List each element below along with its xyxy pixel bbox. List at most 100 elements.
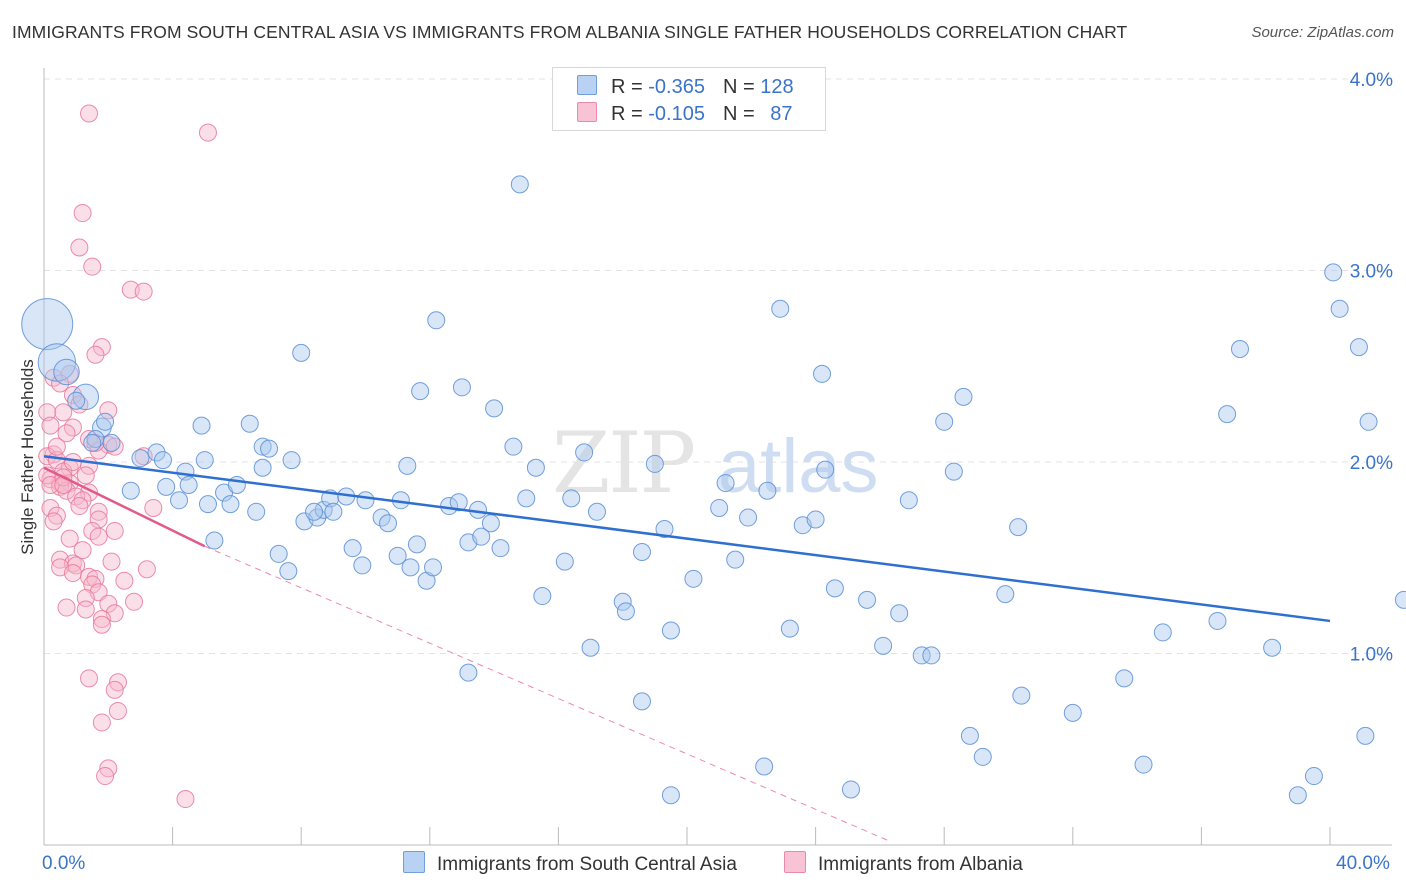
albania-point [108,701,127,720]
albania-point [105,680,124,699]
south-central-asia-point [922,646,941,665]
south-central-asia-point [131,449,150,468]
south-central-asia-point [1330,299,1349,318]
south-central-asia-point [1009,518,1028,537]
south-central-asia-point [67,391,86,410]
albania-point [57,598,76,617]
south-central-asia-point [72,383,100,411]
south-central-asia-point [308,508,327,527]
albania-point [198,123,217,142]
legend-n-value: 128 [760,76,794,98]
albania-points [38,104,217,809]
south-central-asia-point [825,579,844,598]
albania-point [76,600,95,619]
series-swatch-blue [403,851,425,873]
albania-point [86,569,105,588]
south-central-asia-point [1208,611,1227,630]
albania-point [70,497,89,516]
south-central-asia-point [510,175,529,194]
south-central-asia-point [221,495,240,514]
south-central-asia-point [1288,786,1307,805]
south-central-asia-point [1359,412,1378,431]
south-central-asia-point [388,546,407,565]
south-central-asia-point [1349,338,1368,357]
south-central-asia-point [613,592,632,611]
south-central-asia-point [661,786,680,805]
albania-point [63,564,82,583]
chart-title: IMMIGRANTS FROM SOUTH CENTRAL ASIA VS IM… [12,22,1128,42]
south-central-asia-point [587,502,606,521]
south-central-asia-point [1115,669,1134,688]
south-central-asia-point [526,458,545,477]
south-central-asia-point [575,443,594,462]
south-central-asia-point [198,495,217,514]
south-central-asia-point [912,646,931,665]
south-central-asia-point [192,416,211,435]
south-central-asia-point [147,443,166,462]
south-central-asia-point [279,562,298,581]
south-central-asia-point [899,491,918,510]
trend-lines [43,455,1331,842]
south-central-asia-point [758,481,777,500]
south-central-asia-point [739,508,758,527]
albania-point [80,669,99,688]
albania-point [44,512,63,531]
albania-point [54,403,73,422]
south-central-asia-point [170,491,189,510]
albania-point [92,338,111,357]
albania-point [60,529,79,548]
watermark-atlas: atlas [718,424,879,509]
south-central-asia-point [562,489,581,508]
legend-row-blue: R = -0.365 N = 128 [577,75,794,99]
south-central-asia-point [407,535,426,554]
legend-swatch-pink [577,102,597,122]
legend-r-label: R = [611,103,649,125]
south-central-asia-point [398,456,417,475]
y-tick-label: 3.0% [1350,262,1393,283]
south-central-asia-point [1324,263,1343,282]
albania-point [57,481,76,500]
watermark-zip: ZIP [552,414,694,512]
albania-point [92,610,111,629]
south-central-asia-point [996,585,1015,604]
legend-n-label: N = [722,103,761,125]
y-tick-label: 2.0% [1350,453,1393,474]
albania-point [86,345,105,364]
south-central-asia-point [449,493,468,512]
south-central-asia-point [960,726,979,745]
south-central-asia-point [504,437,523,456]
series-swatch-pink [784,851,806,873]
south-central-asia-point [806,510,825,529]
south-central-asia-point [710,498,729,517]
south-central-asia-point [716,474,735,493]
south-central-asia-point [1394,590,1406,609]
south-central-asia-point [517,489,536,508]
south-central-asia-point [581,638,600,657]
south-central-asia-point [353,556,372,575]
south-central-asia-point [816,460,835,479]
legend-row-pink: R = -0.105 N = 87 [577,102,792,126]
south-central-asia-trend-line [43,455,1331,623]
south-central-asia-point [452,378,471,397]
south-central-asia-point [655,520,674,539]
south-central-asia-point [1153,623,1172,642]
series-label-blue: Immigrants from South Central Asia [437,854,737,875]
south-central-asia-point [253,458,272,477]
south-central-asia-point [205,531,224,550]
albania-point [47,437,66,456]
south-central-asia-point [83,433,102,452]
south-central-asia-point [1356,726,1375,745]
albania-point [83,257,102,276]
x-tick-label-max: 40.0% [1336,853,1390,874]
south-central-asia-point [491,539,510,558]
south-central-asia-point [121,481,140,500]
albania-point [73,204,92,223]
legend-n-value: 87 [770,103,793,125]
south-central-asia-point [1263,638,1282,657]
legend-swatch-blue [577,75,597,95]
albania-point [63,453,82,471]
albania-point [41,498,60,517]
south-central-asia-point [157,477,176,496]
south-central-asia-point [179,475,198,494]
south-central-asia-point [411,382,430,401]
